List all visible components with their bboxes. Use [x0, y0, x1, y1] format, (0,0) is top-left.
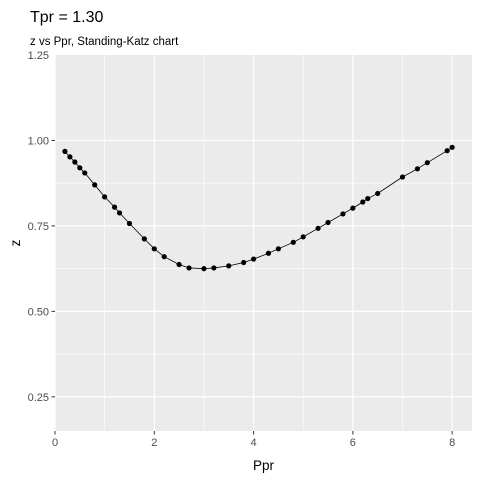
data-point [116, 210, 123, 216]
data-point [350, 205, 356, 211]
chart-title: Tpr = 1.30 [30, 9, 103, 26]
data-point [126, 220, 133, 227]
data-point [275, 246, 281, 252]
x-tick-label: 0 [52, 437, 58, 449]
data-point [340, 211, 346, 217]
data-point [399, 174, 406, 180]
data-point [211, 265, 217, 271]
data-point [315, 225, 321, 231]
data-point [151, 246, 157, 252]
axes-group: 0 2 4 6 8 0.25 0.50 0.75 1.00 1.25 [28, 50, 456, 449]
x-axis-title: Ppr [253, 458, 275, 473]
y-tick-label: 1.00 [28, 135, 49, 147]
data-point [300, 234, 306, 240]
data-point [375, 190, 381, 197]
data-point [265, 250, 272, 256]
y-tick-label: 0.75 [28, 221, 49, 233]
series-group [62, 144, 455, 272]
x-tick-label: 6 [350, 437, 356, 449]
grid-major [54, 55, 472, 431]
data-point [226, 263, 232, 269]
data-point [77, 165, 83, 171]
data-point [444, 148, 450, 154]
y-axis-title: z [8, 239, 23, 246]
data-point [72, 159, 78, 165]
data-point [241, 259, 247, 266]
y-tick-label: 0.50 [28, 306, 49, 318]
data-point [176, 261, 182, 268]
chart-subtitle: z vs Ppr, Standing-Katz chart [30, 36, 179, 48]
data-point [92, 182, 98, 188]
data-point [365, 195, 371, 202]
data-point [325, 219, 331, 226]
data-point [201, 266, 207, 272]
data-point [250, 256, 257, 262]
data-point [67, 154, 73, 160]
data-point [111, 204, 118, 210]
data-point [141, 236, 147, 242]
y-tick-label: 1.25 [28, 50, 49, 62]
plot-panel [55, 55, 472, 431]
data-point [424, 160, 430, 166]
data-point [82, 170, 88, 176]
data-point [62, 148, 68, 154]
x-tick-label: 8 [449, 437, 455, 449]
x-tick-label: 2 [151, 437, 157, 449]
grid-minor [55, 55, 472, 431]
data-point [360, 199, 366, 205]
data-point [186, 265, 192, 271]
x-tick-label: 4 [251, 437, 257, 449]
data-point [414, 166, 420, 172]
data-point [290, 239, 296, 245]
y-tick-label: 0.25 [28, 392, 49, 404]
data-point [449, 144, 455, 150]
data-point [161, 254, 167, 260]
data-point [102, 194, 108, 200]
